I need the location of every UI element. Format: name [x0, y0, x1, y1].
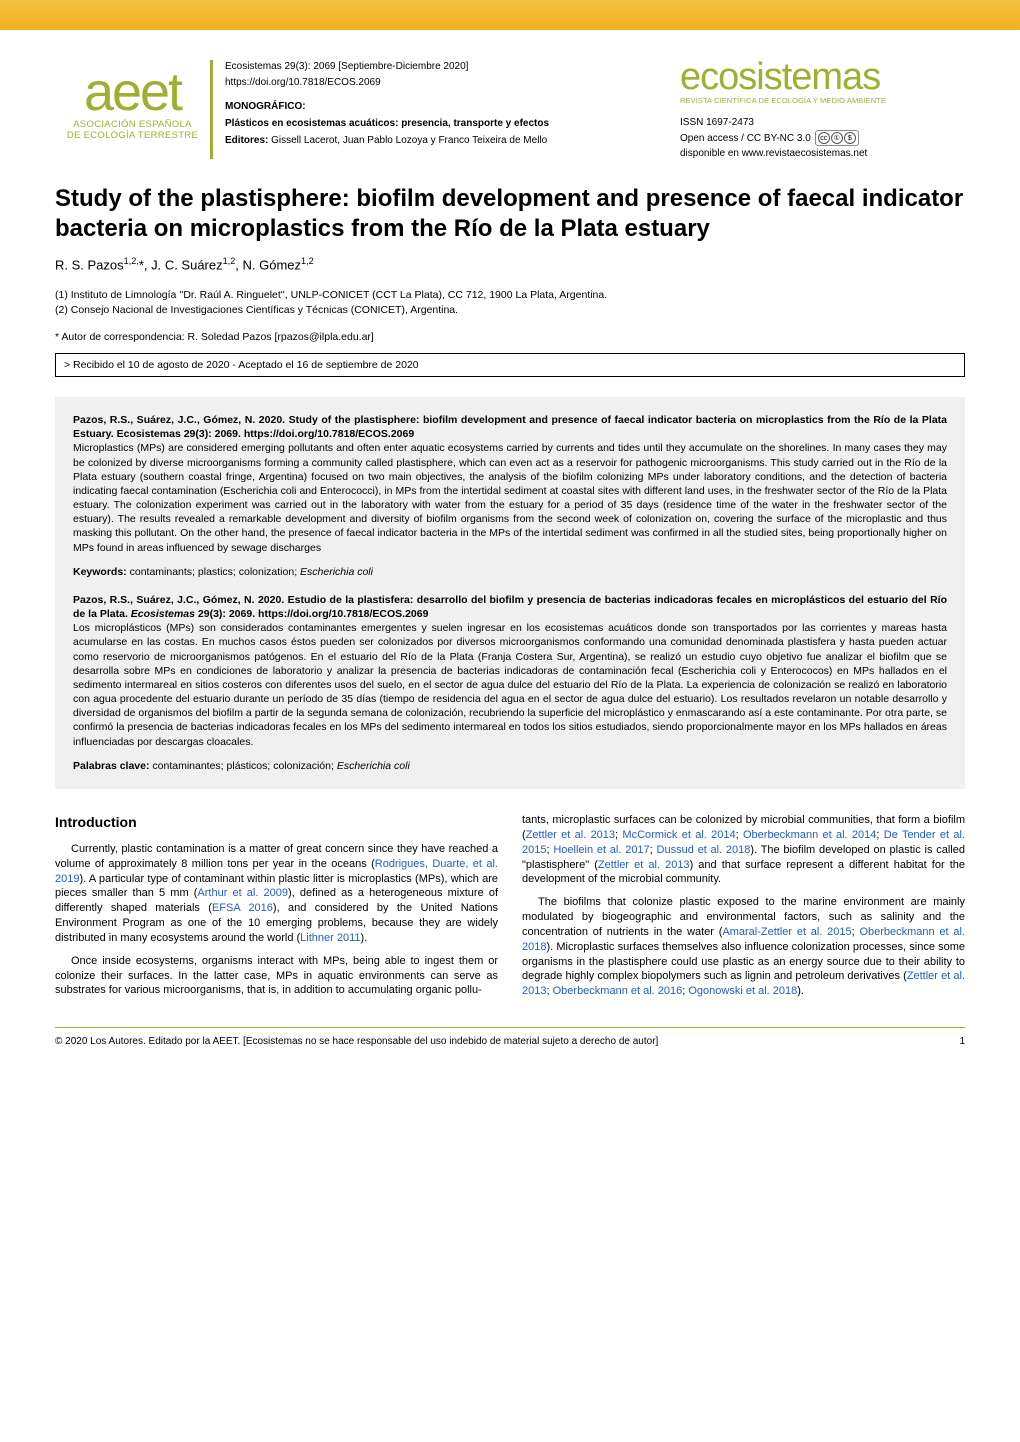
intro-para-1: Currently, plastic contamination is a ma… [55, 842, 498, 946]
logo-text: aeet [84, 70, 181, 116]
license-row: Open access / CC BY-NC 3.0 cc ① $ [680, 130, 965, 146]
cc-icon: cc [818, 132, 830, 144]
body-columns: Introduction Currently, plastic contamin… [55, 813, 965, 1007]
column-right: tants, microplastic surfaces can be colo… [522, 813, 965, 1007]
keywords-es-label: Palabras clave: [73, 760, 149, 772]
intro-para-4: The biofilms that colonize plastic expos… [522, 895, 965, 999]
journal-name: ecosistemas [680, 60, 965, 94]
monograph-title: Plásticos en ecosistemas acuáticos: pres… [225, 117, 680, 131]
keywords-en-text: contaminants; plastics; colonization; Es… [130, 566, 373, 578]
abstract-es-citation: Pazos, R.S., Suárez, J.C., Gómez, N. 202… [73, 594, 947, 620]
license-text: Open access / CC BY-NC 3.0 [680, 133, 811, 144]
doi-link[interactable]: https://doi.org/10.7818/ECOS.2069 [225, 76, 680, 90]
cc-badge-icon: cc ① $ [815, 130, 859, 146]
top-banner [0, 0, 1020, 30]
keywords-en-label: Keywords: [73, 566, 127, 578]
dates-box: > Recibido el 10 de agosto de 2020 - Ace… [55, 353, 965, 377]
abstract-box: Pazos, R.S., Suárez, J.C., Gómez, N. 202… [55, 397, 965, 789]
authors-line: R. S. Pazos1,2,*, J. C. Suárez1,2, N. Gó… [55, 256, 965, 272]
logo-sub-line1: ASOCIACIÓN ESPAÑOLA [67, 119, 198, 130]
affiliation-2: (2) Consejo Nacional de Investigaciones … [55, 303, 965, 319]
monograph-label: MONOGRÁFICO: [225, 100, 680, 114]
editors-names: Gissell Lacerot, Juan Pablo Lozoya y Fra… [271, 135, 547, 146]
keywords-es: Palabras clave: contaminantes; plásticos… [73, 759, 947, 773]
page-content: aeet ASOCIACIÓN ESPAÑOLA DE ECOLOGÍA TER… [0, 30, 1020, 1067]
journal-info: ecosistemas REVISTA CIENTÍFICA DE ECOLOG… [680, 60, 965, 159]
by-icon: ① [831, 132, 843, 144]
journal-tagline: REVISTA CIENTÍFICA DE ECOLOGÍA Y MEDIO A… [680, 96, 965, 105]
nc-icon: $ [844, 132, 856, 144]
abstract-es: Pazos, R.S., Suárez, J.C., Gómez, N. 202… [73, 593, 947, 749]
abstract-es-body: Los microplásticos (MPs) son considerado… [73, 622, 947, 747]
column-left: Introduction Currently, plastic contamin… [55, 813, 498, 1007]
corresponding-author: * Autor de correspondencia: R. Soledad P… [55, 331, 965, 343]
logo-subtitle: ASOCIACIÓN ESPAÑOLA DE ECOLOGÍA TERRESTR… [67, 119, 198, 142]
editors-line: Editores: Gissell Lacerot, Juan Pablo Lo… [225, 134, 680, 148]
availability-text: disponible en www.revistaecosistemas.net [680, 148, 965, 159]
keywords-en: Keywords: contaminants; plastics; coloni… [73, 565, 947, 579]
header: aeet ASOCIACIÓN ESPAÑOLA DE ECOLOGÍA TER… [55, 60, 965, 159]
header-citation-block: Ecosistemas 29(3): 2069 [Septiembre-Dici… [210, 60, 680, 159]
abstract-en-citation: Pazos, R.S., Suárez, J.C., Gómez, N. 202… [73, 414, 947, 440]
affiliations: (1) Instituto de Limnología ''Dr. Raúl A… [55, 288, 965, 320]
introduction-heading: Introduction [55, 813, 498, 832]
logo-sub-line2: DE ECOLOGÍA TERRESTRE [67, 130, 198, 141]
page-footer: © 2020 Los Autores. Editado por la AEET.… [55, 1027, 965, 1047]
publisher-logo: aeet ASOCIACIÓN ESPAÑOLA DE ECOLOGÍA TER… [55, 60, 210, 159]
editors-label: Editores: [225, 135, 268, 146]
abstract-en: Pazos, R.S., Suárez, J.C., Gómez, N. 202… [73, 413, 947, 555]
affiliation-1: (1) Instituto de Limnología ''Dr. Raúl A… [55, 288, 965, 304]
page-number: 1 [959, 1036, 965, 1047]
intro-para-3: tants, microplastic surfaces can be colo… [522, 813, 965, 887]
article-title: Study of the plastisphere: biofilm devel… [55, 184, 965, 244]
issn: ISSN 1697-2473 [680, 117, 965, 128]
volume-citation: Ecosistemas 29(3): 2069 [Septiembre-Dici… [225, 60, 680, 74]
keywords-es-text: contaminantes; plásticos; colonización; … [152, 760, 409, 772]
intro-para-2: Once inside ecosystems, organisms intera… [55, 954, 498, 999]
abstract-en-body: Microplastics (MPs) are considered emerg… [73, 442, 947, 553]
copyright-text: © 2020 Los Autores. Editado por la AEET.… [55, 1036, 658, 1047]
